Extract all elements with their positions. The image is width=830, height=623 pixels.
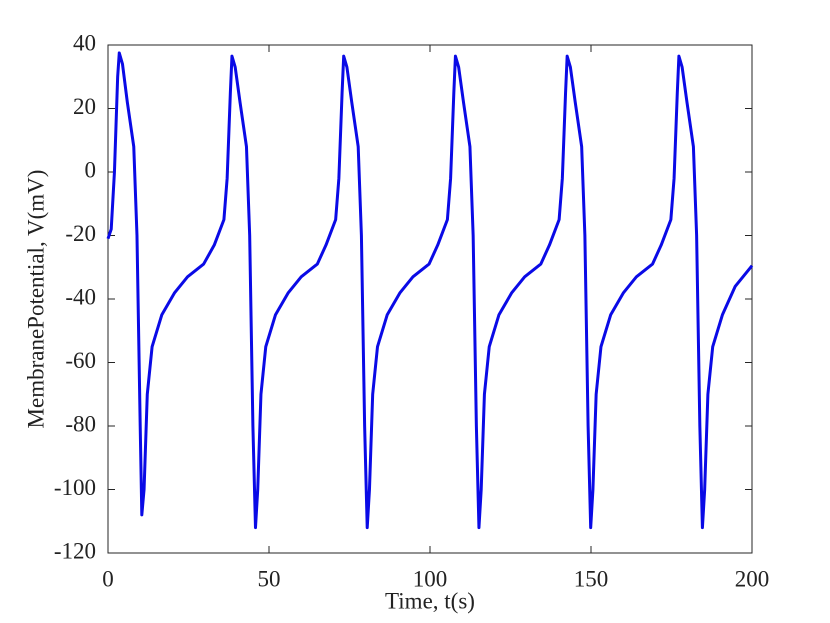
y-tick-label: -60 (65, 348, 96, 373)
x-tick-label: 50 (258, 566, 281, 591)
x-tick-label: 0 (102, 566, 114, 591)
y-tick-label: 20 (73, 94, 96, 119)
x-tick-label: 150 (574, 566, 609, 591)
y-tick-label: 40 (73, 30, 96, 55)
x-axis-label: Time, t(s) (385, 588, 475, 613)
y-tick-label: 0 (85, 157, 97, 182)
y-axis-label: MembranePotential, V(mV) (23, 170, 48, 429)
y-tick-label: -20 (65, 221, 96, 246)
y-tick-label: -120 (54, 538, 96, 563)
x-tick-label: 200 (735, 566, 770, 591)
plot-area (107, 44, 753, 554)
y-tick-label: -80 (65, 411, 96, 436)
y-tick-label: -40 (65, 284, 96, 309)
y-tick-label: -100 (54, 475, 96, 500)
data-line (106, 51, 754, 530)
x-tick-label: 100 (413, 566, 448, 591)
